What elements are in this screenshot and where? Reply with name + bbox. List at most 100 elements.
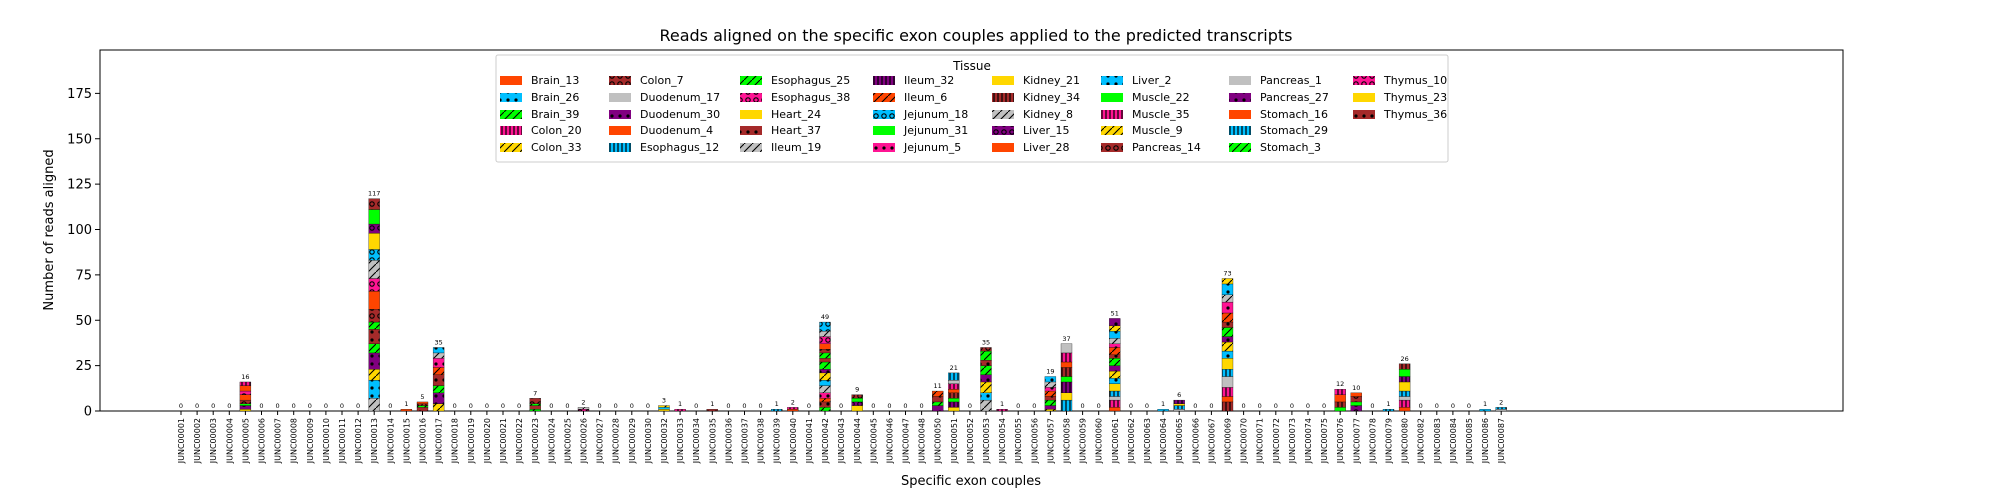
bar-value-label: 0	[871, 402, 875, 410]
bar-segment	[1109, 354, 1121, 359]
bar-segment	[529, 403, 541, 406]
legend-entry-label: Esophagus_25	[771, 74, 850, 87]
x-tick-label: JUNC00007	[274, 418, 283, 464]
bar-segment	[1398, 399, 1411, 408]
bar-segment	[658, 405, 670, 408]
legend-swatch	[1101, 76, 1123, 85]
bar-segment	[1221, 369, 1234, 377]
bar-segment	[1221, 283, 1234, 295]
bar-segment	[819, 336, 831, 344]
bar-value-label: 0	[517, 402, 521, 410]
x-tick-label: JUNC00046	[885, 418, 894, 464]
bar-segment	[1173, 399, 1185, 404]
bar-value-label: 1	[1161, 400, 1165, 408]
legend-entry-label: Heart_37	[771, 124, 821, 137]
bar-segment	[819, 321, 831, 332]
bar-segment	[1398, 376, 1411, 383]
bar-value-label: 12	[1336, 380, 1344, 388]
bar-segment	[1109, 399, 1121, 408]
legend-title: Tissue	[952, 59, 991, 73]
bar-segment	[980, 381, 992, 393]
x-tick-label: JUNC00056	[1030, 418, 1039, 464]
legend-swatch	[992, 143, 1014, 152]
y-tick-label: 175	[67, 87, 92, 102]
bar-segment	[948, 401, 960, 408]
x-tick-label: JUNC00018	[451, 418, 460, 464]
x-tick-label: JUNC00071	[1256, 418, 1265, 464]
x-tick-label: JUNC00086	[1481, 418, 1490, 464]
x-axis: JUNC00001 JUNC00002 JUNC00003 JUNC00004 JUNC…	[177, 411, 1506, 464]
bar-segment	[1044, 405, 1057, 410]
bar-segment	[948, 407, 960, 412]
legend-swatch	[873, 126, 895, 135]
bar-value-label: 0	[903, 402, 907, 410]
legend-swatch	[873, 110, 895, 119]
bar-segment	[1060, 399, 1073, 412]
bar-segment	[368, 369, 380, 381]
bar-value-label: 117	[368, 190, 380, 198]
bar-segment	[1044, 399, 1057, 406]
bar-value-label: 1	[1386, 400, 1390, 408]
bar-value-label: 0	[324, 402, 328, 410]
x-tick-label: JUNC00069	[1224, 418, 1233, 464]
bar-segment	[980, 350, 992, 361]
x-tick-label: JUNC00057	[1046, 418, 1055, 464]
bar-value-label: 0	[485, 402, 489, 410]
bar-value-label: 0	[1097, 402, 1101, 410]
bar-segment	[1221, 387, 1234, 397]
bar-value-label: 6	[1177, 391, 1181, 399]
bar-segment	[1334, 389, 1346, 395]
legend-entry-label: Thymus_36	[1383, 108, 1447, 121]
bar-value-label: 0	[1451, 402, 1455, 410]
bar-value-label: 0	[742, 402, 746, 410]
legend-swatch	[740, 76, 762, 85]
bar-segment	[1398, 369, 1411, 377]
bar-segment	[416, 403, 429, 406]
bar-value-label: 5	[420, 393, 424, 401]
bar-value-label: 0	[549, 402, 553, 410]
bar-segment	[432, 352, 445, 359]
bar-segment	[432, 367, 445, 375]
bar-value-label: 0	[839, 402, 843, 410]
legend-entry-label: Jejunum_18	[903, 108, 968, 121]
bar-value-label: 73	[1223, 270, 1231, 278]
bar-segment	[1221, 341, 1234, 352]
legend-entry-label: Duodenum_4	[640, 124, 713, 137]
legend-entry-label: Colon_20	[531, 124, 582, 137]
bar-segment	[819, 392, 831, 399]
bar-segment	[577, 407, 590, 410]
legend-swatch	[1229, 143, 1251, 152]
bar-segment	[1044, 387, 1057, 392]
bar-segment	[1350, 396, 1362, 403]
y-tick-label: 100	[67, 223, 92, 238]
y-tick-label: 75	[75, 268, 92, 283]
x-tick-label: JUNC00054	[998, 418, 1007, 464]
legend-swatch	[992, 93, 1014, 102]
x-tick-label: JUNC00072	[1272, 418, 1281, 464]
legend-entry-label: Muscle_35	[1132, 108, 1190, 121]
bar-value-label: 0	[292, 402, 296, 410]
bar-segment	[1334, 394, 1346, 403]
bar-segment	[368, 209, 380, 225]
x-tick-label: JUNC00062	[1127, 418, 1136, 464]
bar-segment	[996, 409, 1008, 412]
bar-segment	[1334, 407, 1346, 412]
bar-segment	[1398, 363, 1411, 370]
legend-entry-label: Ileum_6	[904, 91, 947, 104]
x-tick-label: JUNC00001	[177, 418, 186, 464]
x-tick-label: JUNC00033	[676, 418, 685, 464]
bar-segment	[980, 374, 992, 383]
x-tick-label: JUNC00008	[290, 418, 299, 464]
bar-segment	[674, 409, 686, 412]
bar-segment	[948, 392, 960, 399]
bar-segment	[771, 409, 783, 412]
x-tick-label: JUNC00014	[386, 418, 395, 464]
bar-value-label: 0	[759, 402, 763, 410]
y-tick-label: 125	[67, 178, 92, 193]
legend-entry-label: Liver_2	[1132, 74, 1171, 87]
bar-segment	[1044, 396, 1057, 401]
bar-segment	[706, 409, 718, 412]
legend-entry-label: Kidney_21	[1023, 74, 1080, 87]
bar-value-label: 0	[646, 402, 650, 410]
bar-segment	[368, 260, 380, 279]
